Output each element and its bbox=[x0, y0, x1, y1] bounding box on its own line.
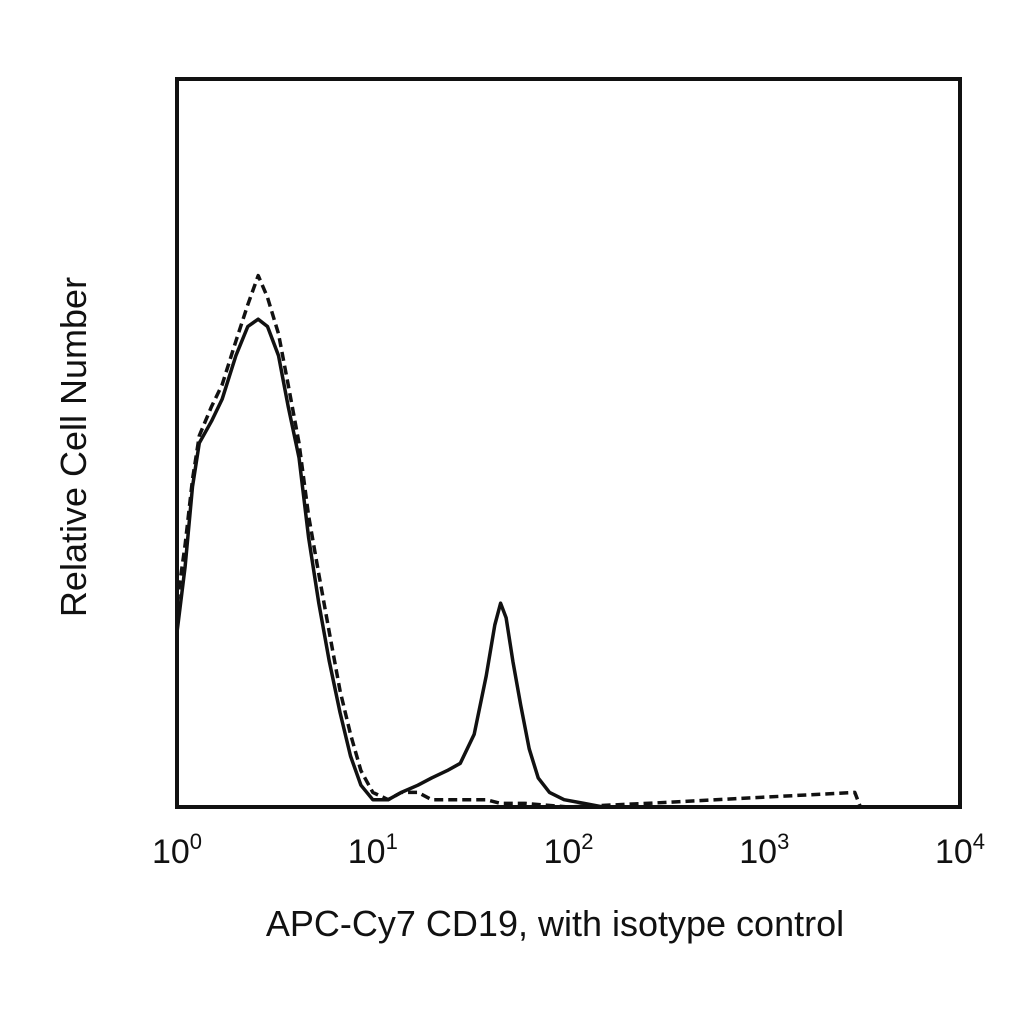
plot-frame bbox=[175, 77, 962, 809]
x-tick-label-3: 103 bbox=[739, 829, 789, 871]
x-tick-exponent: 3 bbox=[777, 829, 789, 854]
x-tick-base: 10 bbox=[739, 833, 777, 871]
x-tick-label-4: 104 bbox=[935, 829, 985, 871]
x-tick-exponent: 0 bbox=[190, 829, 202, 854]
x-tick-exponent: 2 bbox=[581, 829, 593, 854]
x-tick-labels: 100 101 102 103 104 bbox=[152, 829, 985, 871]
x-tick-label-0: 100 bbox=[152, 829, 202, 871]
x-tick-exponent: 1 bbox=[386, 829, 398, 854]
x-tick-label-1: 101 bbox=[348, 829, 398, 871]
x-tick-exponent: 4 bbox=[973, 829, 985, 854]
cd19-histogram bbox=[175, 317, 604, 809]
x-tick-base: 10 bbox=[935, 833, 973, 871]
x-tick-base: 10 bbox=[543, 833, 581, 871]
x-axis-title: APC-Cy7 CD19, with isotype control bbox=[266, 903, 844, 944]
series-layer bbox=[175, 273, 863, 809]
y-axis-title: Relative Cell Number bbox=[53, 277, 94, 617]
isotype-control-histogram bbox=[175, 273, 863, 809]
x-tick-base: 10 bbox=[348, 833, 386, 871]
x-tick-base: 10 bbox=[152, 833, 190, 871]
x-tick-label-2: 102 bbox=[543, 829, 593, 871]
